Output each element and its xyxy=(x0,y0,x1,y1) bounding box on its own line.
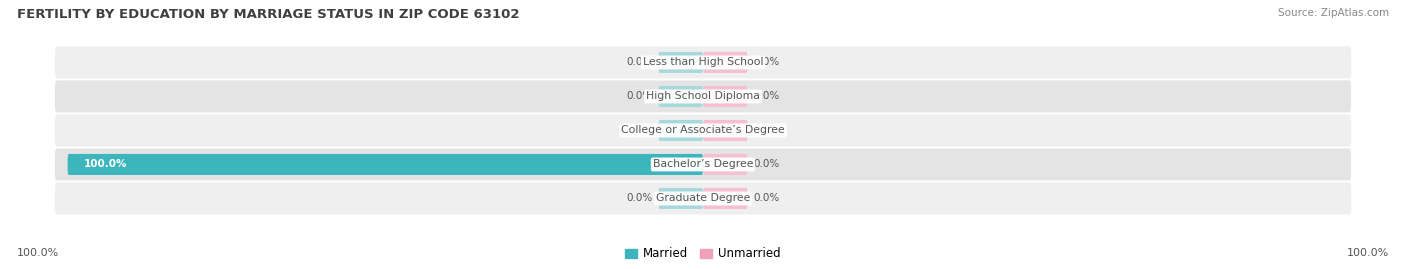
Text: 0.0%: 0.0% xyxy=(754,160,780,169)
FancyBboxPatch shape xyxy=(703,86,748,107)
FancyBboxPatch shape xyxy=(55,80,1351,112)
Text: 100.0%: 100.0% xyxy=(1347,248,1389,258)
FancyBboxPatch shape xyxy=(55,148,1351,180)
Text: 100.0%: 100.0% xyxy=(83,160,127,169)
Text: 0.0%: 0.0% xyxy=(754,125,780,136)
FancyBboxPatch shape xyxy=(658,188,703,209)
FancyBboxPatch shape xyxy=(658,86,703,107)
Text: 0.0%: 0.0% xyxy=(754,91,780,101)
Text: Bachelor’s Degree: Bachelor’s Degree xyxy=(652,160,754,169)
Text: 0.0%: 0.0% xyxy=(626,125,652,136)
FancyBboxPatch shape xyxy=(55,182,1351,214)
FancyBboxPatch shape xyxy=(703,52,748,73)
Text: 0.0%: 0.0% xyxy=(754,58,780,68)
Text: Less than High School: Less than High School xyxy=(643,58,763,68)
Text: Source: ZipAtlas.com: Source: ZipAtlas.com xyxy=(1278,8,1389,18)
FancyBboxPatch shape xyxy=(703,120,748,141)
Text: 100.0%: 100.0% xyxy=(17,248,59,258)
Text: College or Associate’s Degree: College or Associate’s Degree xyxy=(621,125,785,136)
FancyBboxPatch shape xyxy=(55,47,1351,79)
FancyBboxPatch shape xyxy=(55,115,1351,146)
Text: 0.0%: 0.0% xyxy=(626,91,652,101)
Text: 0.0%: 0.0% xyxy=(754,193,780,203)
Text: 0.0%: 0.0% xyxy=(626,58,652,68)
FancyBboxPatch shape xyxy=(658,120,703,141)
FancyBboxPatch shape xyxy=(703,154,748,175)
Text: Graduate Degree: Graduate Degree xyxy=(655,193,751,203)
Text: 0.0%: 0.0% xyxy=(626,193,652,203)
Text: High School Diploma: High School Diploma xyxy=(647,91,759,101)
FancyBboxPatch shape xyxy=(703,188,748,209)
Legend: Married, Unmarried: Married, Unmarried xyxy=(620,243,786,265)
FancyBboxPatch shape xyxy=(67,154,703,175)
FancyBboxPatch shape xyxy=(658,52,703,73)
Text: FERTILITY BY EDUCATION BY MARRIAGE STATUS IN ZIP CODE 63102: FERTILITY BY EDUCATION BY MARRIAGE STATU… xyxy=(17,8,519,21)
